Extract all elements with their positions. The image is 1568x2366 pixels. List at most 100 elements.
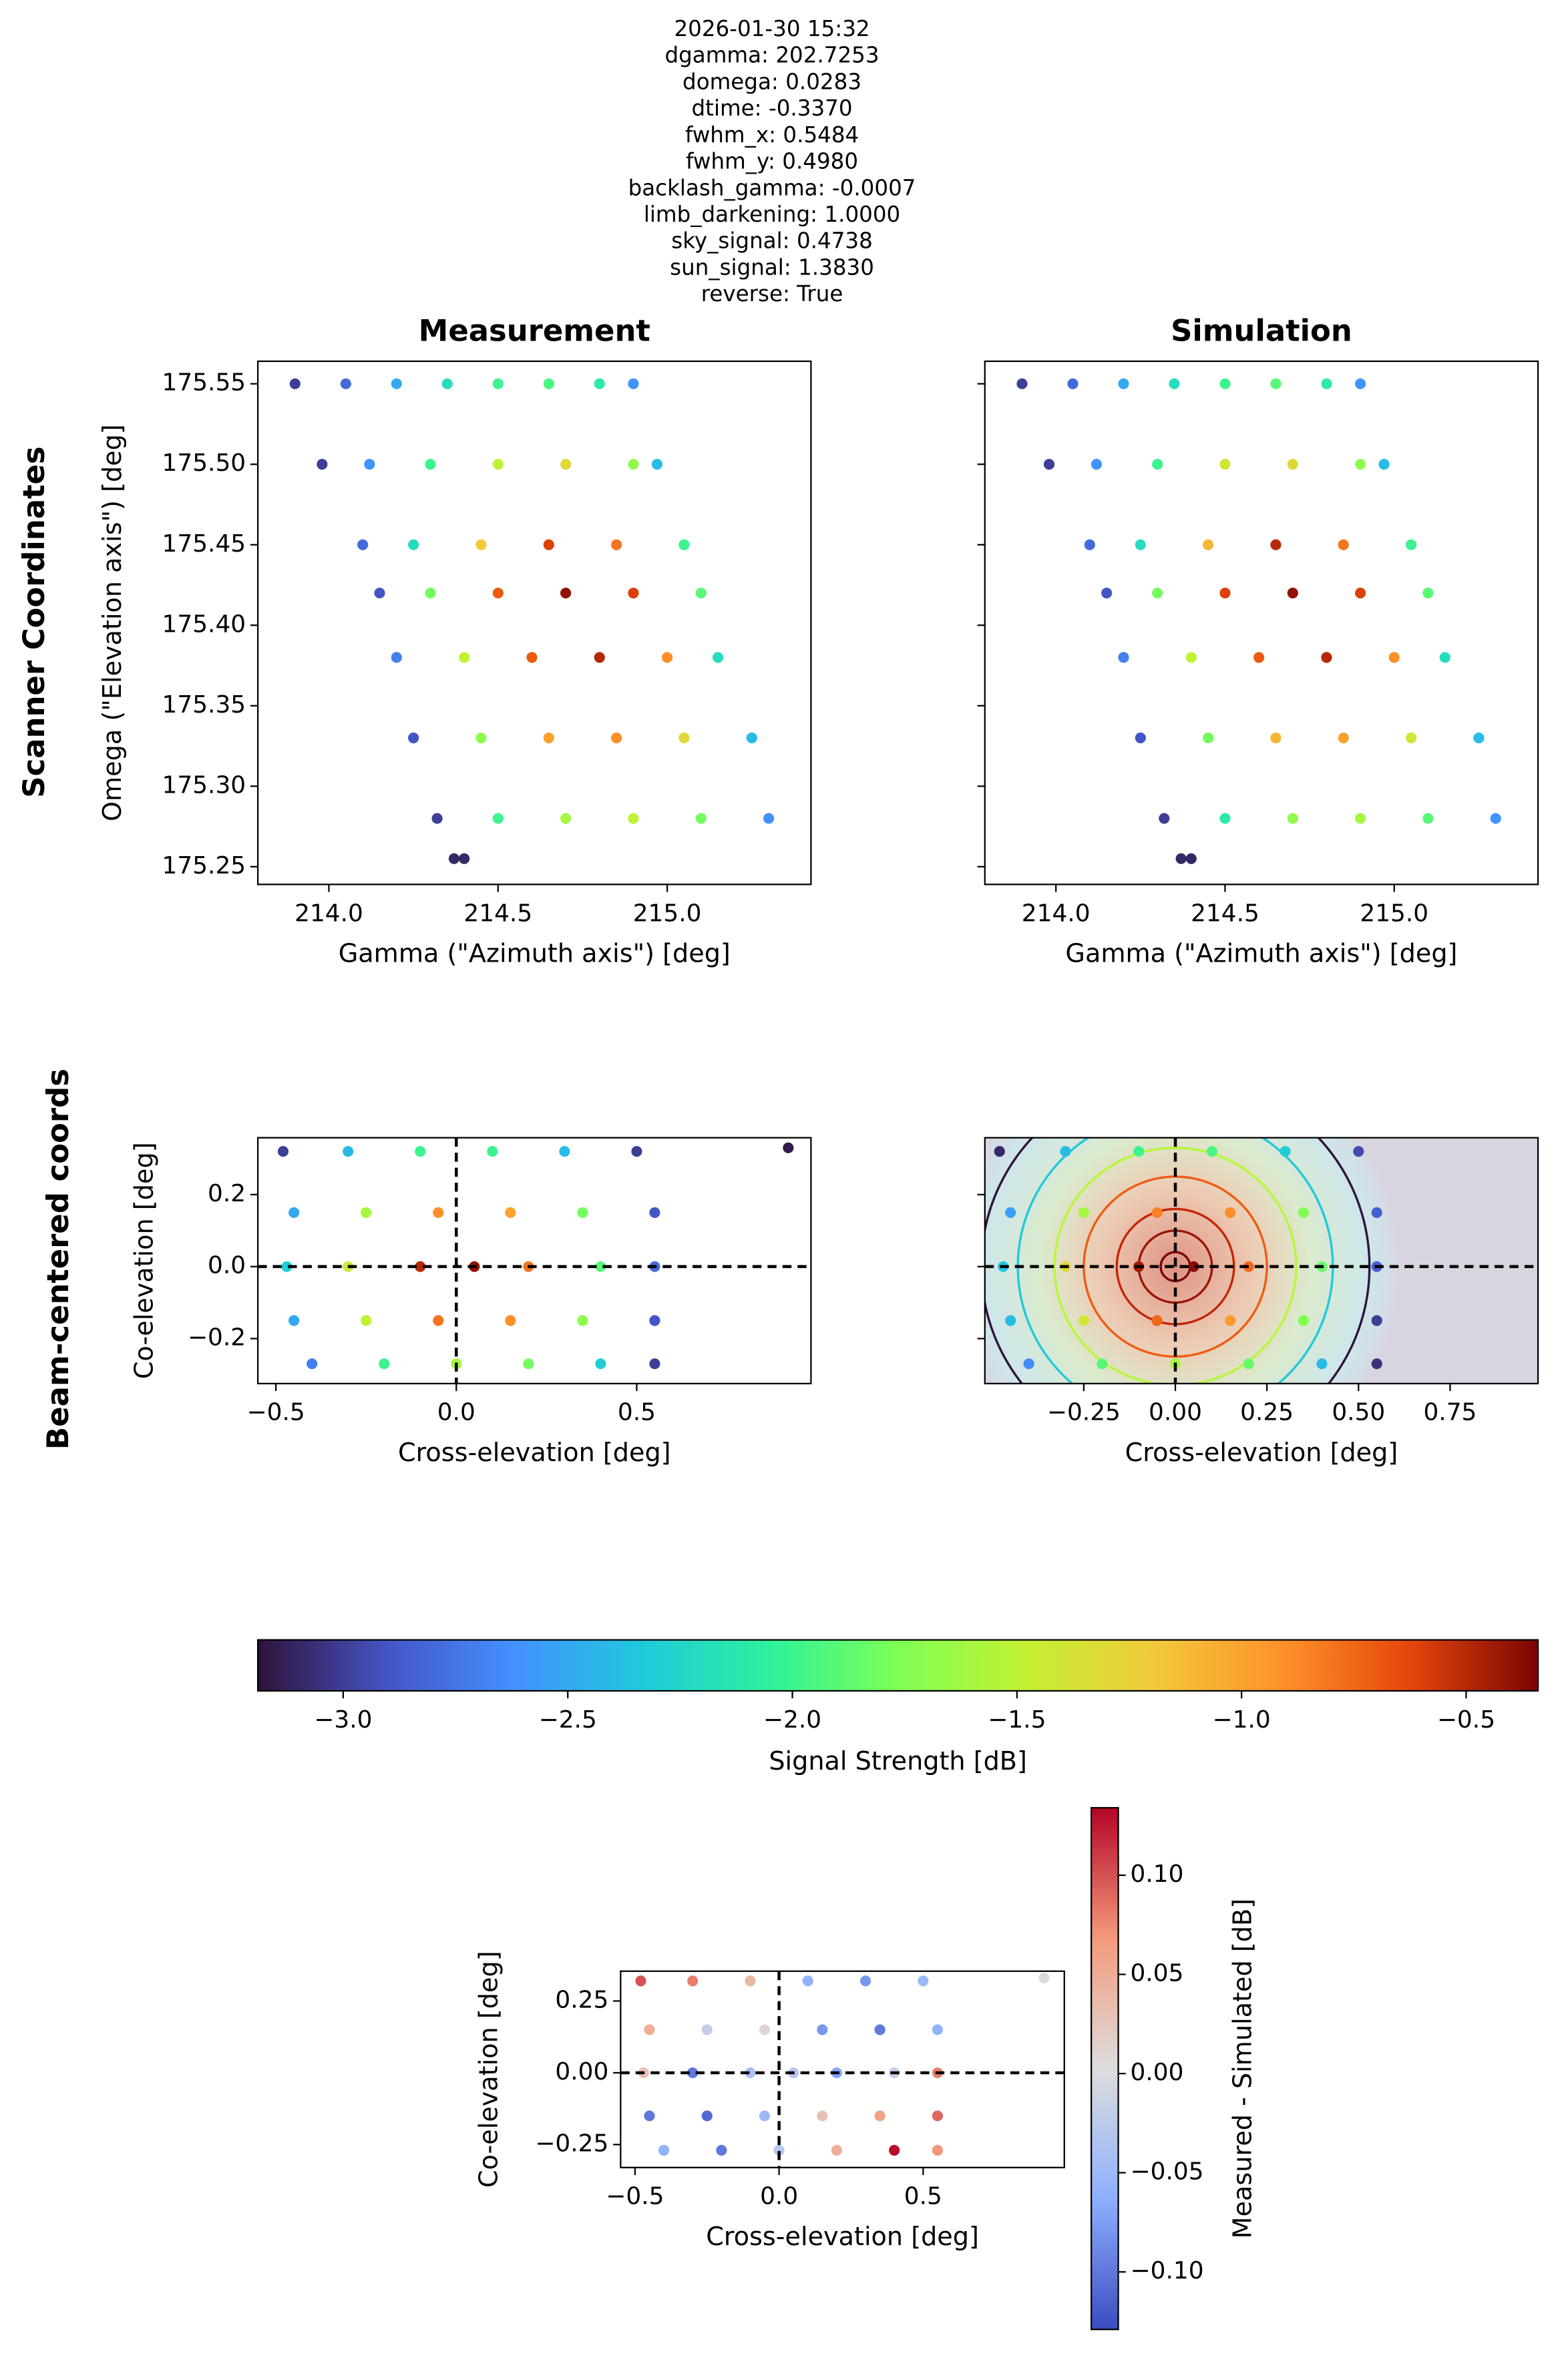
x-axis-label: Gamma ("Azimuth axis") [deg]	[339, 938, 731, 968]
scatter-point	[1287, 459, 1298, 470]
scatter-point	[475, 732, 487, 744]
scatter-point	[631, 1146, 642, 1157]
x-axis-label: Gamma ("Azimuth axis") [deg]	[1065, 938, 1457, 968]
scatter-point	[1355, 459, 1366, 470]
scatter-point	[644, 2110, 655, 2122]
scatter-point	[277, 1146, 289, 1157]
x-tick-label: 214.0	[295, 900, 363, 927]
y-tick-label: 0.25	[555, 1986, 608, 2013]
scatter-point	[448, 853, 460, 864]
scatter-point	[595, 1358, 606, 1370]
scatter-point	[1175, 853, 1187, 864]
scatter-point	[1388, 652, 1400, 663]
scatter-point	[932, 2144, 944, 2156]
scatter-point	[874, 2110, 886, 2122]
colorbar-tick-label: 0.00	[1131, 2059, 1184, 2086]
scatter-point	[831, 2144, 842, 2156]
scatter-point	[1118, 652, 1129, 663]
scatter-point	[859, 1975, 871, 1987]
scatter-point	[701, 2024, 713, 2035]
scatter-point	[1188, 1261, 1199, 1272]
scatter-point	[1355, 587, 1366, 599]
scatter-point	[1016, 378, 1028, 389]
colorbar-tick-label: −0.05	[1131, 2158, 1204, 2186]
scatter-point	[415, 1261, 426, 1272]
scatter-point	[364, 459, 375, 470]
x-tick-label: 214.5	[1191, 900, 1259, 927]
scatter-point	[307, 1358, 318, 1370]
scatter-point	[505, 1207, 516, 1218]
scatter-point	[687, 2067, 699, 2079]
scatter-point	[1280, 1146, 1291, 1157]
scatter-point	[678, 539, 690, 550]
scatter-point	[505, 1315, 516, 1326]
x-tick-label: −0.25	[1047, 1399, 1121, 1426]
scatter-point	[1490, 813, 1501, 824]
scatter-point	[1118, 378, 1129, 389]
x-tick-label: 0.0	[760, 2183, 798, 2210]
scatter-point	[374, 587, 385, 599]
colorbar-label: Measured - Simulated [dB]	[1228, 1899, 1257, 2238]
scatter-point	[408, 539, 419, 550]
scatter-point	[1439, 652, 1450, 663]
scatter-point	[635, 1975, 646, 1987]
scatter-point	[459, 853, 470, 864]
scatter-point	[559, 1146, 570, 1157]
scatter-point	[361, 1207, 372, 1218]
scatter-point	[1353, 1146, 1364, 1157]
scatter-point	[932, 2110, 944, 2122]
figure-title-line: reverse: True	[701, 281, 843, 307]
figure-title-line: dtime: -0.3370	[692, 95, 853, 121]
scatter-point	[433, 1207, 444, 1218]
scatter-point	[1005, 1207, 1016, 1218]
scatter-point	[1225, 1315, 1236, 1326]
scatter-point	[487, 1146, 498, 1157]
scatter-point	[492, 813, 504, 824]
scatter-point	[560, 587, 572, 599]
y-tick-label: 0.2	[208, 1180, 246, 1207]
colorbar-tick-label: −3.0	[314, 1706, 372, 1734]
scatter-point	[526, 652, 538, 663]
scatter-point	[701, 2110, 713, 2122]
figure-title-line: fwhm_y: 0.4980	[686, 149, 858, 174]
y-tick-label: 175.25	[162, 852, 246, 879]
colorbar	[256, 1639, 1539, 1692]
scatter-point	[1219, 378, 1231, 389]
scatter-point	[687, 1975, 699, 1987]
scatter-point	[1067, 378, 1079, 389]
x-tick-label: 214.5	[463, 900, 532, 927]
scatter-point	[1152, 459, 1163, 470]
scatter-point	[1152, 587, 1163, 599]
contour	[1053, 1147, 1298, 1384]
axes-title: Measurement	[419, 313, 650, 348]
axes-frame	[984, 360, 1539, 885]
scatter-point	[1151, 1315, 1163, 1326]
scatter-point	[595, 1261, 606, 1272]
x-tick-label: 214.0	[1022, 900, 1091, 927]
colorbar-tick-label: −0.5	[1437, 1706, 1495, 1734]
y-tick-label: 0.00	[555, 2058, 608, 2086]
scatter-point	[994, 1146, 1005, 1157]
scatter-point	[817, 2110, 828, 2122]
simulation-beam-shading	[984, 1137, 1539, 1384]
scatter-point	[1270, 378, 1282, 389]
scatter-point	[658, 2144, 670, 2156]
scatter-point	[628, 813, 639, 824]
scatter-point	[543, 378, 554, 389]
scatter-point	[628, 378, 639, 389]
scatter-point	[759, 2110, 771, 2122]
figure-title-line: sun_signal: 1.3830	[670, 254, 874, 280]
y-tick-label: 175.35	[162, 691, 246, 719]
colorbar-tick-label: −2.0	[763, 1706, 821, 1734]
scatter-point	[644, 2024, 655, 2035]
colorbar	[1091, 1806, 1119, 2331]
x-tick-label: 215.0	[1360, 900, 1428, 927]
figure-title-line: limb_darkening: 1.0000	[644, 202, 900, 227]
scatter-point	[1159, 813, 1170, 824]
axes-frame	[256, 360, 812, 885]
scatter-point	[1270, 732, 1282, 744]
y-tick-label: −0.25	[535, 2130, 608, 2157]
figure-title-line: backlash_gamma: -0.0007	[628, 175, 916, 200]
